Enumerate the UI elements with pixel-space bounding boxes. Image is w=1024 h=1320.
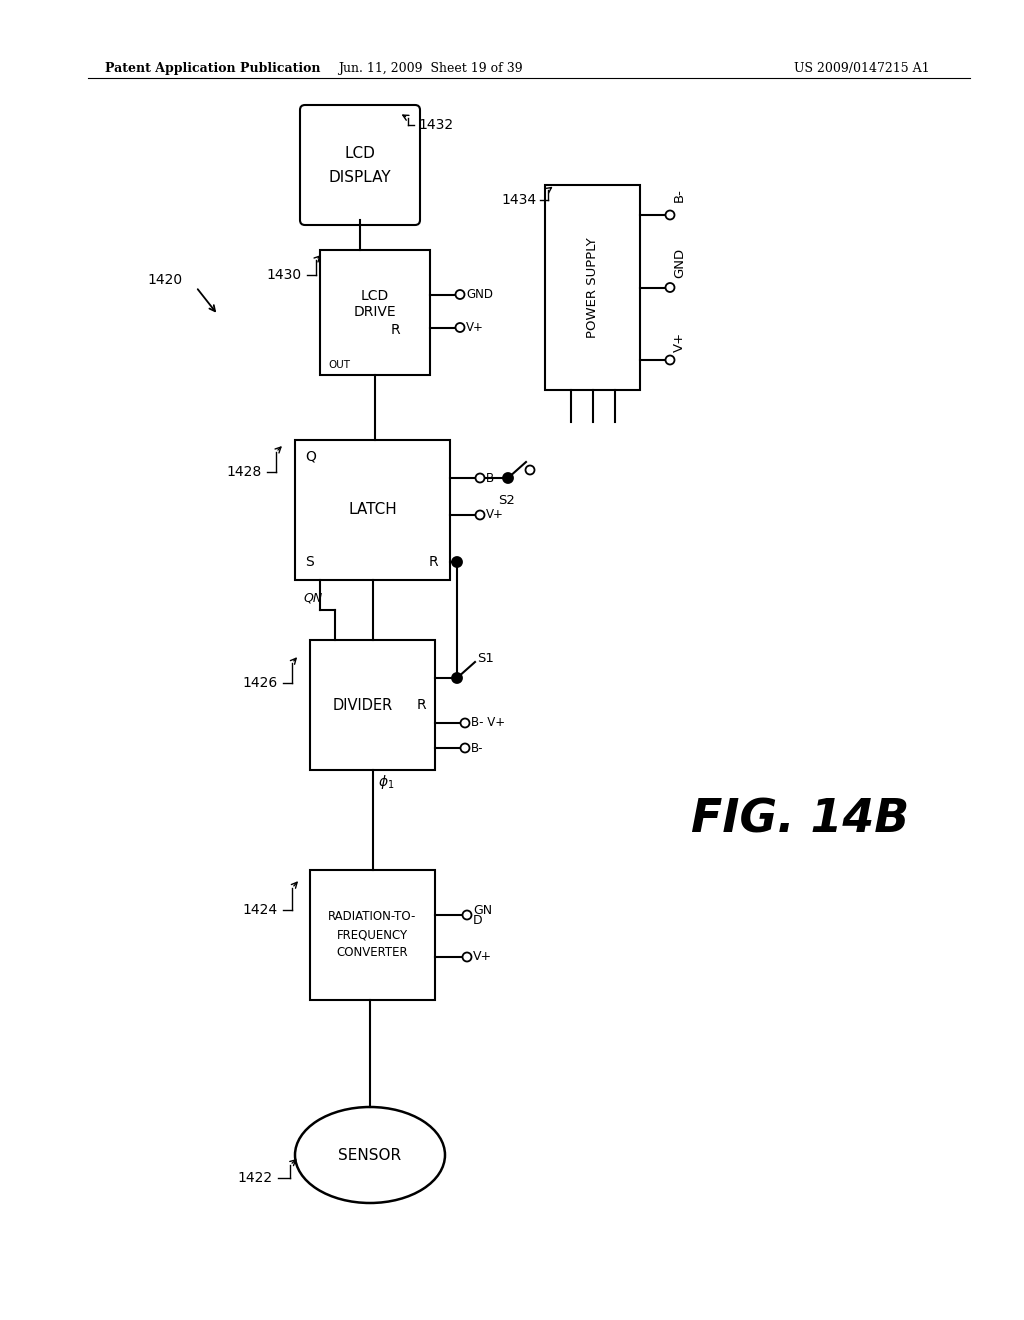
Circle shape (452, 673, 462, 682)
Text: 1422: 1422 (238, 1171, 273, 1185)
Text: QN: QN (303, 591, 323, 605)
Circle shape (456, 323, 465, 333)
Text: D: D (473, 915, 482, 928)
Text: DRIVE: DRIVE (353, 305, 396, 319)
Text: B-: B- (673, 187, 686, 202)
Text: GN: GN (473, 903, 493, 916)
Circle shape (525, 466, 535, 474)
Text: GND: GND (673, 247, 686, 277)
Text: 1430: 1430 (267, 268, 302, 282)
Circle shape (503, 473, 513, 483)
Text: V+: V+ (473, 950, 493, 964)
Text: GND: GND (466, 288, 493, 301)
Text: R: R (390, 323, 399, 338)
Text: S2: S2 (499, 494, 515, 507)
Text: 1426: 1426 (243, 676, 278, 690)
Text: LCD: LCD (344, 145, 376, 161)
Text: V+: V+ (486, 508, 504, 521)
Text: V+: V+ (466, 321, 484, 334)
Text: B-: B- (471, 742, 483, 755)
Text: R: R (428, 554, 438, 569)
Circle shape (666, 282, 675, 292)
Text: DISPLAY: DISPLAY (329, 169, 391, 185)
Text: 1424: 1424 (243, 903, 278, 917)
Text: 1420: 1420 (147, 273, 183, 286)
Circle shape (452, 557, 462, 568)
Text: V+: V+ (673, 331, 686, 352)
Circle shape (463, 911, 471, 920)
Text: S: S (305, 554, 313, 569)
Text: 1434: 1434 (502, 193, 537, 207)
Circle shape (456, 290, 465, 300)
Text: $\phi_1$: $\phi_1$ (379, 774, 395, 791)
Text: POWER SUPPLY: POWER SUPPLY (586, 238, 599, 338)
Text: B-: B- (486, 471, 499, 484)
Circle shape (461, 743, 469, 752)
Text: 1428: 1428 (226, 465, 262, 479)
Text: 1432: 1432 (418, 117, 454, 132)
Circle shape (475, 511, 484, 520)
Text: R: R (416, 698, 426, 711)
Circle shape (461, 718, 469, 727)
Circle shape (475, 474, 484, 483)
Text: B- V+: B- V+ (471, 717, 505, 730)
Text: SENSOR: SENSOR (339, 1147, 401, 1163)
Text: FREQUENCY: FREQUENCY (337, 928, 408, 941)
Text: OUT: OUT (328, 360, 350, 370)
Circle shape (463, 953, 471, 961)
Text: RADIATION-TO-: RADIATION-TO- (329, 911, 417, 924)
Text: US 2009/0147215 A1: US 2009/0147215 A1 (795, 62, 930, 75)
Text: S1: S1 (477, 652, 494, 664)
Text: DIVIDER: DIVIDER (333, 697, 392, 713)
Text: Patent Application Publication: Patent Application Publication (105, 62, 321, 75)
Text: Jun. 11, 2009  Sheet 19 of 39: Jun. 11, 2009 Sheet 19 of 39 (338, 62, 522, 75)
Circle shape (666, 355, 675, 364)
Text: Q: Q (305, 449, 315, 463)
Text: FIG. 14B: FIG. 14B (691, 797, 909, 842)
Text: LATCH: LATCH (348, 503, 397, 517)
Circle shape (666, 210, 675, 219)
Text: CONVERTER: CONVERTER (337, 946, 409, 960)
Text: LCD: LCD (360, 289, 389, 304)
